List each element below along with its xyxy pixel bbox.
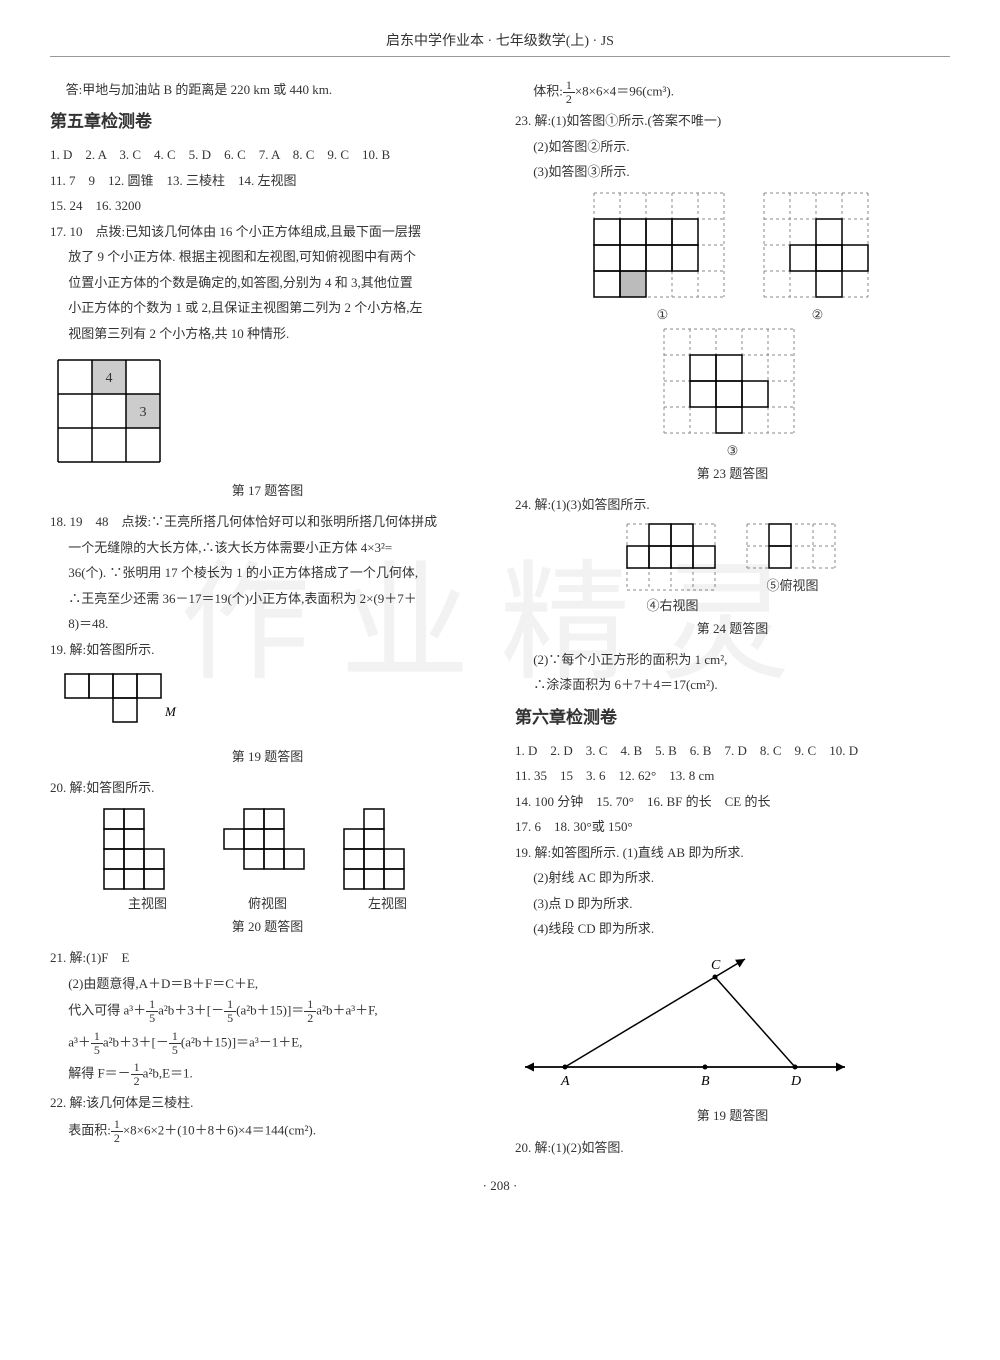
section-5-title: 第五章检测卷 bbox=[50, 108, 485, 136]
q18-line3: 36(个). ∵张明用 17 个棱长为 1 的小正方体搭成了一个几何体, bbox=[50, 562, 485, 583]
q19r-l2: (2)射线 AC 即为所求. bbox=[515, 867, 950, 888]
q20-lead: 20. 解:如答图所示. bbox=[50, 777, 485, 798]
page-number: · 208 · bbox=[50, 1178, 950, 1194]
pre-answer: 答:甲地与加油站 B 的距离是 220 km 或 440 km. bbox=[50, 79, 485, 100]
svg-text:3: 3 bbox=[140, 405, 147, 420]
q17-figure: 43 bbox=[50, 352, 485, 472]
svg-text:B: B bbox=[701, 1074, 710, 1089]
page-header: 启东中学作业本 · 七年级数学(上) · JS bbox=[50, 30, 950, 57]
c6-answers-11-13: 11. 35 15 3. 6 12. 62° 13. 8 cm bbox=[515, 765, 950, 786]
q21-l4: a³＋15a²b＋3＋[－15(a²b＋15)]＝a³－1＋E, bbox=[50, 1030, 485, 1057]
q24-label4: ④右视图 bbox=[646, 595, 698, 614]
svg-text:4: 4 bbox=[106, 371, 113, 386]
q23-l1: 23. 解:(1)如答图①所示.(答案不唯一) bbox=[515, 110, 950, 131]
q18-line2: 一个无缝隙的大长方体,∴该大长方体需要小正方体 4×3²= bbox=[50, 537, 485, 558]
q22-l2: 表面积:12×8×6×2＋(10＋8＋6)×4＝144(cm²). bbox=[50, 1118, 485, 1145]
answers-11-14: 11. 7 9 12. 圆锥 13. 三棱柱 14. 左视图 bbox=[50, 170, 485, 191]
q23-label3: ③ bbox=[727, 443, 739, 459]
q17-caption: 第 17 题答图 bbox=[50, 480, 485, 501]
q23-fig-row2: ③ bbox=[515, 323, 950, 459]
q17-line2: 放了 9 个小正方体. 根据主视图和左视图,可知俯视图中有两个 bbox=[50, 246, 485, 267]
q19r-l1: 19. 解:如答图所示. (1)直线 AB 即为所求. bbox=[515, 842, 950, 863]
q19-figure: M bbox=[50, 668, 485, 738]
q24-l1: 24. 解:(1)(3)如答图所示. bbox=[515, 494, 950, 515]
c6-answers-14-16: 14. 100 分钟 15. 70° 16. BF 的长 CE 的长 bbox=[515, 791, 950, 812]
svg-text:C: C bbox=[711, 958, 721, 973]
left-column: 答:甲地与加油站 B 的距离是 220 km 或 440 km. 第五章检测卷 … bbox=[50, 75, 485, 1162]
right-column: 体积:12×8×6×4＝96(cm³). 23. 解:(1)如答图①所示.(答案… bbox=[515, 75, 950, 1162]
q20-label3: 左视图 bbox=[368, 893, 407, 912]
q19r-figure: A B C D bbox=[515, 947, 950, 1097]
q20r: 20. 解:(1)(2)如答图. bbox=[515, 1137, 950, 1158]
q19r-l4: (4)线段 CD 即为所求. bbox=[515, 918, 950, 939]
q18-line4: ∴王亮至少还需 36－17＝19(个)小正方体,表面积为 2×(9＋7＋ bbox=[50, 588, 485, 609]
q23-label1: ① bbox=[657, 307, 669, 323]
q20-label1: 主视图 bbox=[128, 893, 167, 912]
q24-caption: 第 24 题答图 bbox=[515, 618, 950, 639]
q19r-l3: (3)点 D 即为所求. bbox=[515, 893, 950, 914]
q17-line3: 位置小正方体的个数是确定的,如答图,分别为 4 和 3,其他位置 bbox=[50, 272, 485, 293]
q18-line5: 8)＝48. bbox=[50, 613, 485, 634]
q17-line5: 视图第三列有 2 个小方格,共 10 种情形. bbox=[50, 323, 485, 344]
q21-l3: 代入可得 a³＋15a²b＋3＋[－15(a²b＋15)]＝12a²b＋a³＋F… bbox=[50, 998, 485, 1025]
c6-answers-1-10: 1. D 2. D 3. C 4. B 5. B 6. B 7. D 8. C … bbox=[515, 740, 950, 761]
q21-l5: 解得 F＝－12a²b,E＝1. bbox=[50, 1061, 485, 1088]
q24-l3: ∴涂漆面积为 6＋7＋4＝17(cm²). bbox=[515, 674, 950, 695]
q23-label2: ② bbox=[812, 307, 824, 323]
q19-caption: 第 19 题答图 bbox=[50, 746, 485, 767]
answers-15-16: 15. 24 16. 3200 bbox=[50, 195, 485, 216]
q21-l1: 21. 解:(1)F E bbox=[50, 947, 485, 968]
q20-label2: 俯视图 bbox=[248, 893, 287, 912]
svg-text:M: M bbox=[164, 704, 177, 719]
q21-l2: (2)由题意得,A＋D＝B＋F＝C＋E, bbox=[50, 973, 485, 994]
q20-figure-row: 主视图 俯视图 左视图 bbox=[50, 803, 485, 912]
q23-l2: (2)如答图②所示. bbox=[515, 136, 950, 157]
q23-caption: 第 23 题答图 bbox=[515, 463, 950, 484]
q19r-caption: 第 19 题答图 bbox=[515, 1105, 950, 1126]
volume-line: 体积:12×8×6×4＝96(cm³). bbox=[515, 79, 950, 106]
q20-caption: 第 20 题答图 bbox=[50, 916, 485, 937]
q22-l1: 22. 解:该几何体是三棱柱. bbox=[50, 1092, 485, 1113]
answers-1-10: 1. D 2. A 3. C 4. C 5. D 6. C 7. A 8. C … bbox=[50, 144, 485, 165]
svg-text:A: A bbox=[560, 1074, 570, 1089]
section-6-title: 第六章检测卷 bbox=[515, 704, 950, 732]
q24-l2: (2)∵每个小正方形的面积为 1 cm², bbox=[515, 649, 950, 670]
q19-lead: 19. 解:如答图所示. bbox=[50, 639, 485, 660]
q17-line1: 17. 10 点拨:已知该几何体由 16 个小正方体组成,且最下面一层摆 bbox=[50, 221, 485, 242]
q18-line1: 18. 19 48 点拨:∵王亮所搭几何体恰好可以和张明所搭几何体拼成 bbox=[50, 511, 485, 532]
q23-l3: (3)如答图③所示. bbox=[515, 161, 950, 182]
q24-fig-row: ④右视图 ⑤俯视图 bbox=[515, 520, 950, 614]
svg-text:D: D bbox=[790, 1074, 801, 1089]
c6-answers-17-18: 17. 6 18. 30°或 150° bbox=[515, 816, 950, 837]
q23-fig-row1: ① ② bbox=[515, 187, 950, 323]
q17-line4: 小正方体的个数为 1 或 2,且保证主视图第二列为 2 个小方格,左 bbox=[50, 297, 485, 318]
q24-label5: ⑤俯视图 bbox=[766, 575, 818, 594]
